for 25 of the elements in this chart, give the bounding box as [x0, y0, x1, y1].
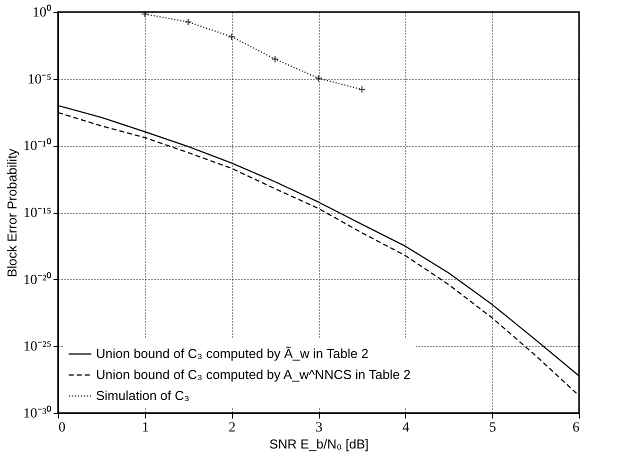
- x-tick-label: 4: [402, 420, 410, 436]
- legend-label: Simulation of C₃: [96, 388, 190, 403]
- point: [141, 10, 149, 18]
- legend-label: Union bound of C₃ computed by A_w^NNCS in Table 2: [96, 367, 411, 382]
- y-tick-label: 10⁻²⁰: [23, 272, 52, 288]
- y-tick-label: 10⁰: [32, 4, 52, 20]
- legend-label: Union bound of C₃ computed by Ã_w in Table 2: [96, 346, 368, 361]
- y-tick-label: 10⁻²⁵: [23, 340, 52, 355]
- point: [271, 55, 279, 63]
- point: [228, 33, 236, 41]
- y-tick-label: 10⁻⁵: [28, 72, 52, 88]
- point: [184, 18, 192, 26]
- y-tick-label: 10⁻¹⁵: [23, 206, 52, 221]
- y-tick-label: 10⁻³⁰: [23, 406, 52, 422]
- x-tick-label: 1: [142, 420, 149, 436]
- x-tick-label: 6: [572, 420, 580, 436]
- x-axis-title: SNR E_b/N₀ [dB]: [269, 436, 369, 452]
- y-tick-label: 10⁻¹⁰: [23, 138, 52, 154]
- x-tick-label: 5: [489, 420, 496, 436]
- x-tick-label: 3: [316, 420, 322, 436]
- point: [314, 74, 322, 82]
- y-axis-title: Block Error Probability: [4, 148, 20, 278]
- x-tick-label: 0: [58, 420, 66, 436]
- point: [358, 86, 366, 94]
- x-tick-label: 2: [228, 420, 236, 436]
